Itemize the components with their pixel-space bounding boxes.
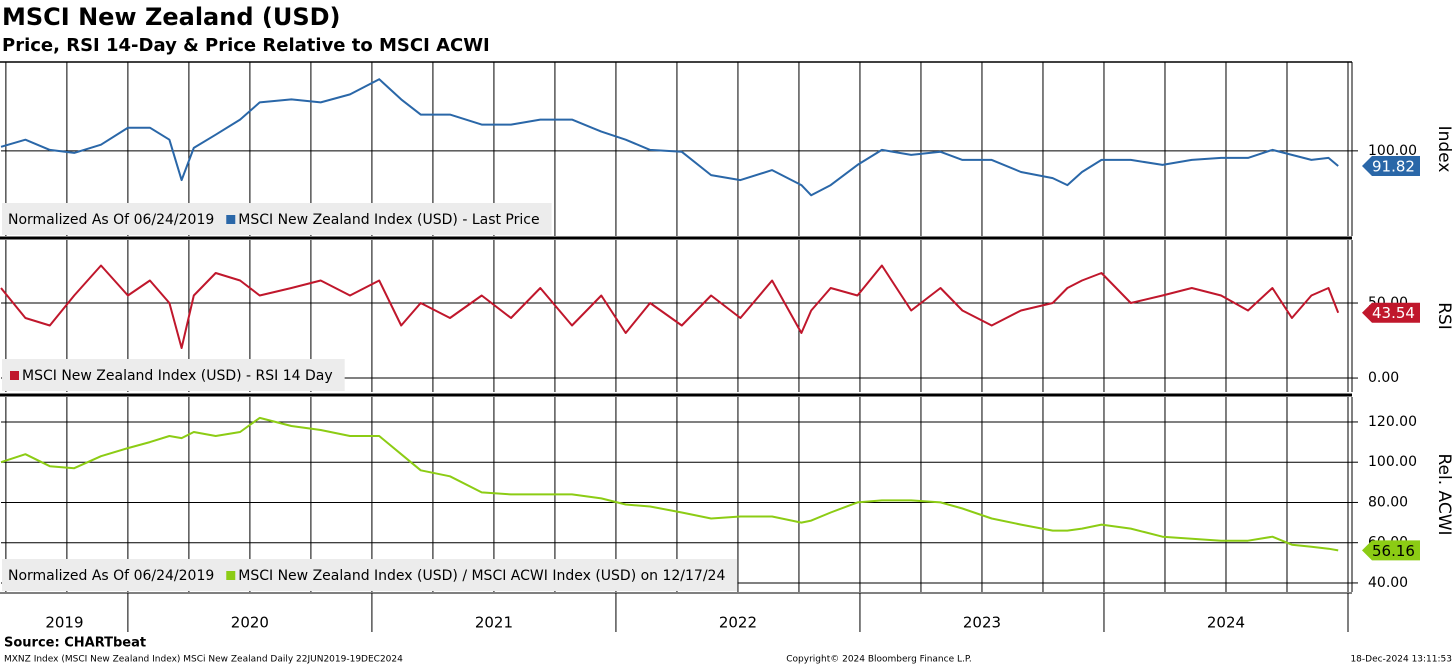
legend-label: MSCI New Zealand Index (USD) / MSCI ACWI… bbox=[238, 568, 725, 584]
chart-title: MSCI New Zealand (USD) bbox=[2, 3, 341, 31]
x-tick-label: 2021 bbox=[475, 614, 513, 632]
y-tick-label: 40.00 bbox=[1368, 575, 1408, 591]
y-tick-label: 120.00 bbox=[1368, 414, 1417, 430]
x-tick-label: 2023 bbox=[963, 614, 1001, 632]
y-axis-title: Index bbox=[1434, 126, 1454, 173]
legend-box bbox=[2, 203, 552, 235]
last-value-box bbox=[1362, 540, 1420, 561]
footer-right: 18-Dec-2024 13:11:53 bbox=[1350, 655, 1452, 665]
y-tick-label: 100.00 bbox=[1368, 143, 1417, 159]
legend-label: MSCI New Zealand Index (USD) - RSI 14 Da… bbox=[22, 368, 333, 384]
x-tick-label: 2020 bbox=[231, 614, 269, 632]
last-value-label: 91.82 bbox=[1372, 157, 1415, 175]
series-line bbox=[0, 78, 1339, 197]
legend-note: Normalized As Of 06/24/2019 bbox=[8, 568, 214, 584]
series-line bbox=[0, 264, 1340, 349]
y-tick-label: 0.00 bbox=[1368, 370, 1399, 386]
legend-box bbox=[2, 359, 345, 391]
source: Source: CHARTbeat bbox=[4, 636, 146, 651]
legend-label: MSCI New Zealand Index (USD) - Last Pric… bbox=[238, 212, 539, 228]
last-value-label: 43.54 bbox=[1372, 304, 1415, 322]
chart-subtitle: Price, RSI 14-Day & Price Relative to MS… bbox=[2, 35, 490, 56]
y-tick-label: 80.00 bbox=[1368, 494, 1408, 510]
last-value-box bbox=[1362, 302, 1420, 323]
legend-swatch bbox=[226, 215, 236, 224]
x-tick-label: 2019 bbox=[45, 614, 83, 632]
legend-box bbox=[2, 559, 738, 591]
footer-center: Copyright© 2024 Bloomberg Finance L.P. bbox=[786, 655, 971, 665]
y-axis-title: Rel. ACWI bbox=[1434, 453, 1454, 535]
x-tick-label: 2024 bbox=[1207, 614, 1245, 632]
legend-swatch bbox=[10, 371, 19, 380]
last-value-box bbox=[1362, 155, 1420, 176]
last-value-label: 56.16 bbox=[1372, 542, 1415, 560]
y-tick-label: 100.00 bbox=[1368, 454, 1417, 470]
legend: Normalized As Of 06/24/2019 MSCI New Zeal… bbox=[2, 203, 552, 235]
series-line bbox=[0, 416, 1339, 552]
legend: MSCI New Zealand Index (USD) - RSI 14 Da… bbox=[2, 359, 345, 391]
y-axis-title: RSI bbox=[1434, 302, 1454, 330]
legend: Normalized As Of 06/24/2019 MSCI New Zeal… bbox=[2, 559, 738, 591]
legend-swatch bbox=[226, 571, 236, 580]
footer-left: MXNZ Index (MSCI New Zealand Index) MSCi… bbox=[4, 655, 403, 665]
x-tick-label: 2022 bbox=[719, 614, 757, 632]
legend-note: Normalized As Of 06/24/2019 bbox=[8, 212, 214, 228]
